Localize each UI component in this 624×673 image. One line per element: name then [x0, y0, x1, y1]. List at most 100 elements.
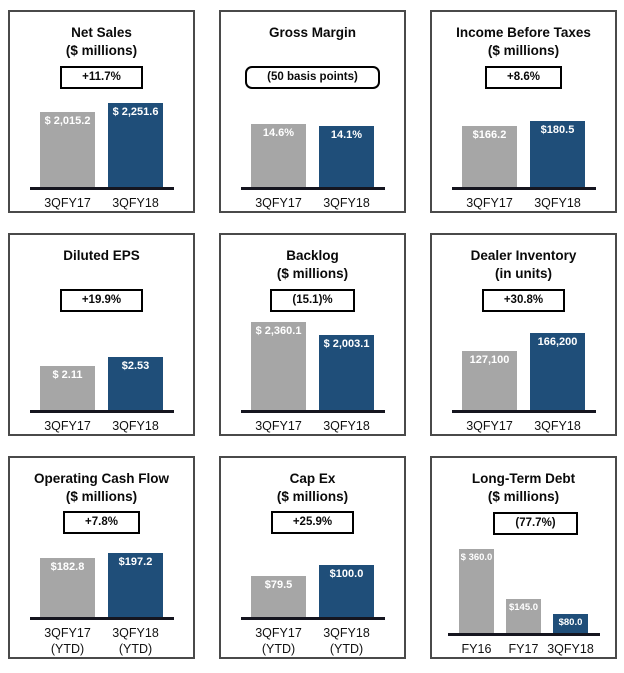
panel-subtitle: ($ millions)	[276, 488, 349, 504]
bar-chart: 14.6% 14.1%	[251, 96, 374, 188]
panel-title-block: Net Sales ($ millions)	[66, 24, 137, 60]
panel-title-block: Operating Cash Flow ($ millions)	[34, 470, 169, 505]
bar-3qfy17: $182.8	[40, 558, 95, 618]
bar-value-label: $166.2	[472, 129, 507, 142]
category-labels: 3QFY17 3QFY18	[40, 195, 163, 211]
category-label: 3QFY17 (YTD)	[44, 625, 91, 656]
category-labels: 3QFY17 3QFY18	[251, 418, 374, 434]
panel-title-block: Backlog ($ millions)	[277, 247, 348, 283]
axis-line	[451, 187, 596, 190]
metric-panel-7: Operating Cash Flow ($ millions) +7.8% $…	[8, 456, 195, 659]
bar-value-label: 14.6%	[262, 127, 295, 140]
bar-3qfy18: $100.0	[319, 565, 374, 618]
metric-panel-4: Diluted EPS +19.9% $ 2.11 $2.53 3QFY17 3QF…	[8, 233, 195, 436]
category-labels: 3QFY17 3QFY18	[462, 418, 585, 434]
metric-panel-6: Dealer Inventory (in units) +30.8% 127,1…	[430, 233, 617, 436]
bar-value-label: 14.1%	[330, 129, 363, 142]
panel-title-block: Cap Ex ($ millions)	[277, 470, 348, 505]
metric-panel-8: Cap Ex ($ millions) +25.9% $79.5 $100.0 3…	[219, 456, 406, 659]
bar-value-label: $ 2,003.1	[323, 338, 370, 351]
bar-chart: $182.8 $197.2	[40, 541, 163, 618]
panel-subtitle: ($ millions)	[65, 42, 138, 58]
panel-title: Long-Term Debt	[471, 471, 576, 486]
bar-value-label: $180.5	[540, 124, 575, 137]
bar-3qfy18: 14.1%	[319, 126, 374, 188]
panel-title: Operating Cash Flow	[33, 471, 169, 486]
category-label: 3QFY17	[44, 418, 91, 433]
panel-title-block: Dealer Inventory (in units)	[471, 247, 577, 283]
bar-3qfy18: $ 2,251.6	[108, 103, 163, 188]
panel-title: Diluted EPS	[63, 248, 140, 263]
bar-3qfy17: $ 2.11	[40, 366, 95, 411]
change-badge: +30.8%	[481, 288, 566, 312]
panel-title: Net Sales	[71, 25, 132, 40]
category-labels: 3QFY17 (YTD) 3QFY18 (YTD)	[40, 625, 163, 658]
panel-subtitle: ($ millions)	[65, 488, 138, 504]
category-label: 3QFY18 (YTD)	[112, 625, 159, 656]
bar-fy17: $145.0	[506, 599, 541, 634]
category-label: 3QFY18	[323, 195, 370, 210]
axis-line	[240, 187, 385, 190]
change-badge: +11.7%	[60, 65, 143, 89]
axis-line	[29, 410, 174, 413]
panel-title: Dealer Inventory	[470, 248, 577, 263]
category-label: 3QFY17	[466, 418, 513, 433]
bar-chart: $ 2,015.2 $ 2,251.6	[40, 96, 163, 188]
category-label: 3QFY18	[534, 195, 581, 210]
change-badge: +19.9%	[59, 288, 144, 312]
axis-line	[240, 410, 385, 413]
panel-title: Income Before Taxes	[456, 25, 591, 40]
bar-value-label: $ 2,015.2	[44, 115, 91, 128]
category-label: 3QFY18	[534, 418, 581, 433]
panel-title-block: Gross Margin	[269, 24, 356, 60]
panel-title-block: Diluted EPS	[63, 247, 140, 283]
axis-line	[451, 410, 596, 413]
bar-value-label: $ 360.0	[460, 552, 493, 564]
axis-line	[240, 617, 385, 620]
bar-value-label: $2.53	[121, 360, 150, 373]
panel-title: Gross Margin	[268, 25, 357, 40]
bar-value-label: $197.2	[118, 556, 153, 569]
panel-title-block: Income Before Taxes ($ millions)	[456, 24, 591, 60]
change-badge: +7.8%	[63, 511, 140, 535]
panel-title: Backlog	[286, 248, 339, 263]
category-label: 3QFY18	[323, 418, 370, 433]
metric-panel-3: Income Before Taxes ($ millions) +8.6% $…	[430, 10, 617, 213]
bar-3qfy18: $ 2,003.1	[319, 335, 374, 411]
change-badge: (77.7%)	[493, 511, 578, 535]
category-labels: 3QFY17 3QFY18	[40, 418, 163, 434]
category-label: 3QFY17	[255, 195, 302, 210]
bar-chart: 127,100 166,200	[462, 319, 585, 411]
bar-value-label: $ 2,360.1	[255, 325, 302, 338]
category-label: 3QFY18	[112, 418, 159, 433]
bar-3qfy17: 14.6%	[251, 124, 306, 188]
bar-value-label: $80.0	[558, 617, 583, 629]
axis-line	[29, 617, 174, 620]
change-badge: +8.6%	[485, 65, 562, 89]
panel-title: Cap Ex	[289, 471, 336, 486]
bar-value-label: $100.0	[329, 568, 364, 581]
metric-panel-1: Net Sales ($ millions) +11.7% $ 2,015.2 $…	[8, 10, 195, 213]
category-label: 3QFY17	[466, 195, 513, 210]
bar-chart: $166.2 $180.5	[462, 96, 585, 188]
bar-value-label: $145.0	[508, 602, 539, 614]
change-badge: +25.9%	[270, 511, 355, 535]
panel-subtitle: (in units)	[494, 265, 552, 281]
category-label: 3QFY17 (YTD)	[255, 625, 302, 656]
bar-3qfy18: $2.53	[108, 357, 163, 411]
bar-3qfy17: $ 2,360.1	[251, 322, 306, 411]
bar-fy16: $ 360.0	[459, 549, 494, 634]
bar-3qfy17: 127,100	[462, 351, 517, 411]
panel-title-block: Long-Term Debt ($ millions)	[472, 470, 575, 506]
change-badge: (50 basis points)	[245, 65, 380, 89]
metric-panel-2: Gross Margin (50 basis points) 14.6% 14.1…	[219, 10, 406, 213]
category-label: FY16	[461, 641, 492, 656]
bar-3qfy17: $79.5	[251, 576, 306, 618]
category-label: 3QFY18	[112, 195, 159, 210]
bar-value-label: $ 2.11	[52, 369, 83, 382]
bar-value-label: $182.8	[50, 561, 85, 574]
bar-3qfy17: $ 2,015.2	[40, 112, 95, 188]
bar-3qfy18: $180.5	[530, 121, 585, 188]
panel-subtitle: ($ millions)	[276, 265, 349, 281]
category-labels: 3QFY17 (YTD) 3QFY18 (YTD)	[251, 625, 374, 658]
